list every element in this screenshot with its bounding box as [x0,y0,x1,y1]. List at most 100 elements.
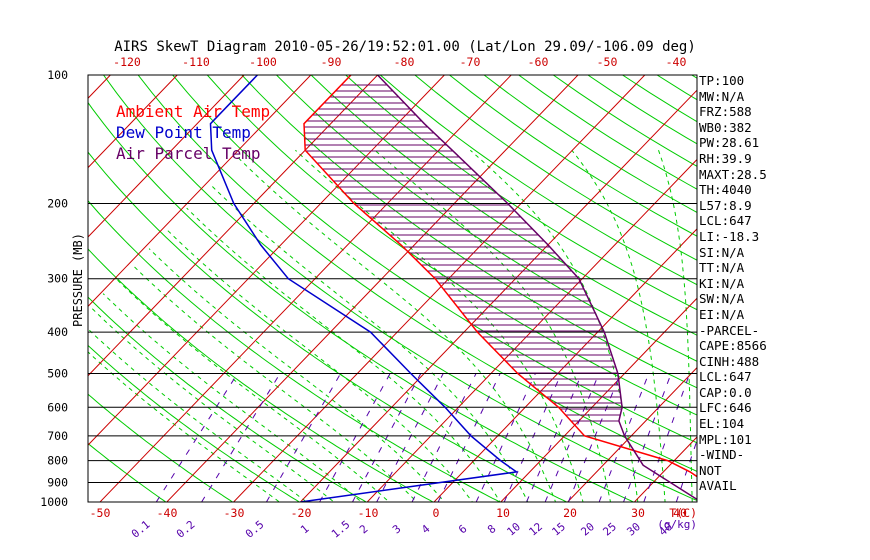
mixing-ratio-line [411,373,477,502]
isotherm-line [99,75,512,502]
temp-unit-label: T(C) [669,506,697,520]
mixing-ratio-line [526,373,583,502]
stat-item: FRZ:588 [699,104,752,120]
isotherm-line [166,75,579,502]
stat-item: PW:28.61 [699,135,760,151]
stat-item: RH:39.9 [699,150,752,166]
pressure-tick-label: 400 [47,325,68,339]
mixing-ratio-label: 8 [485,522,498,536]
stat-item: AVAIL [699,478,737,494]
mixing-ratio-label: 4 [419,522,433,536]
dry-adiabat-line [88,151,568,502]
bottom-temp-tick-label: 20 [563,506,577,520]
top-temp-tick-label: -40 [666,55,687,69]
stat-item: CAPE:8566 [699,338,767,354]
moist-adiabat-line [148,248,446,502]
mixing-ratio-label: 0.2 [174,518,198,541]
dry-adiabat-line [88,393,234,502]
isotherm-line [88,75,445,446]
moist-adiabat-line [102,293,363,502]
stat-item: WB0:382 [699,119,752,135]
mixing-ratio-line [623,373,672,502]
mixing-ratio-label: 25 [600,520,619,538]
legend-entry: Ambient Air Temp [116,102,270,121]
bottom-temp-tick-label: 10 [496,506,510,520]
mixing-ratio-label: 3 [390,522,403,536]
top-temp-tick-label: -110 [182,55,210,69]
dry-adiabat-line [345,75,697,311]
dry-adiabat-line [379,75,697,286]
dry-adiabat-line [414,75,697,261]
moist-adiabat-line [236,155,557,502]
mixing-ratio-label: 12 [526,520,545,538]
dry-adiabat-line [172,75,697,444]
mixing-ratio-line [503,373,562,502]
isotherm-line [88,75,111,99]
mixing-ratio-label: 30 [624,520,643,538]
bottom-temp-tick-label: 30 [631,506,645,520]
isotherm-line [633,436,697,502]
stat-item: LCL:647 [699,213,752,229]
ambient-air-temp-line [303,75,697,478]
mixing-ratio-line [352,373,422,502]
pressure-tick-label: 600 [47,400,68,414]
stat-item: LI:-18.3 [699,228,760,244]
dry-adiabat-line [310,75,697,336]
isotherm-line [433,228,697,502]
plot-frame [87,74,698,503]
isotherm-line [88,75,245,238]
stat-item: TP:100 [699,73,745,88]
isotherm-line [88,75,312,308]
mixing-ratio-label: 1.5 [329,518,353,541]
mixing-ratio-label: 2 [357,522,370,536]
bottom-temp-tick-label: -20 [291,506,312,520]
bottom-temp-tick-label: -50 [90,506,111,520]
mixing-ratio-line [598,373,650,502]
cape-hatching [304,84,622,422]
pressure-tick-label: 200 [47,197,68,211]
moist-adiabat-line [166,229,473,502]
stat-item: MAXT:28.5 [699,166,767,182]
moist-adiabat-line [90,306,335,502]
dry-adiabat-line [88,296,368,502]
bottom-temp-tick-label: -10 [358,506,379,520]
bottom-temp-tick-label: 40 [673,506,687,520]
isotherm-line [366,158,697,502]
mixing-ratio-unit-label: (g/kg) [657,518,697,531]
top-temp-tick-label: -100 [249,55,277,69]
dew-point-temp-line [209,75,519,502]
pressure-tick-label: 800 [47,454,68,468]
moist-adiabat-line [186,207,501,502]
legend-entry: Air Parcel Temp [116,144,261,163]
stat-item: L57:8.9 [699,197,752,213]
dry-adiabat-line [88,199,501,502]
mixing-ratio-line [376,373,444,502]
dry-adiabat-line [276,75,697,362]
legend-entry: Dew Point Temp [116,123,251,142]
mixing-ratio-line [567,373,621,502]
isotherm-line [0,75,44,511]
moist-adiabat-line [209,183,529,502]
bottom-temp-tick-label: 0 [433,506,440,520]
air-parcel-temp-line [377,75,697,501]
dry-adiabat-line [88,344,301,502]
stat-item: MW:N/A [699,88,745,104]
stat-item: -WIND- [699,447,745,463]
pressure-tick-label: 500 [47,366,68,380]
isotherm-line [88,75,178,169]
mixing-ratio-label: 0.1 [129,518,153,541]
mixing-ratio-line [437,373,501,502]
mixing-ratio-label: 0.5 [243,518,267,541]
stat-item: NOT [699,462,722,478]
y-axis-label: PRESSURE (MB) [71,233,85,327]
moist-adiabat-line [115,278,390,502]
pressure-tick-label: 700 [47,429,68,443]
mixing-ratio-line [266,373,342,502]
top-temp-tick-label: -80 [394,55,415,69]
mixing-ratio-line [544,373,600,502]
dry-adiabat-line [88,442,167,502]
stat-item: EL:104 [699,416,745,432]
dry-adiabat-line [103,75,697,502]
mixing-ratio-line [643,373,691,502]
